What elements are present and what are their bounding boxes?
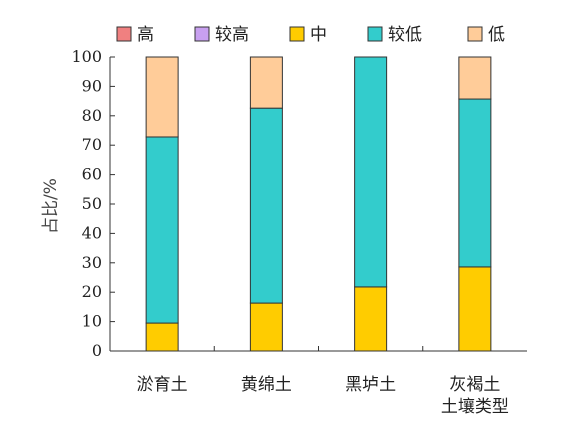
- legend-swatch-2: [289, 26, 305, 42]
- y-tick-label-10: 100: [71, 47, 102, 66]
- legend-swatch-0: [116, 26, 132, 42]
- legend-label-0: 高: [137, 25, 154, 45]
- legend-label-3: 较低: [388, 25, 422, 45]
- y-tick-label-7: 70: [82, 135, 102, 154]
- x-category-label-2: 黑垆土: [345, 375, 396, 395]
- x-category-label-1: 黄绵土: [241, 375, 292, 395]
- legend-label-1: 较高: [215, 25, 249, 45]
- legend-swatch-4: [467, 26, 483, 42]
- legend-label-2: 中: [310, 25, 327, 45]
- y-tick-label-1: 10: [82, 312, 102, 331]
- bar-segment-3-4: [458, 56, 492, 100]
- bar-segment-2-2: [354, 286, 388, 352]
- bar-segment-1-4: [249, 56, 283, 109]
- y-tick-label-6: 60: [82, 165, 102, 184]
- x-category-label-3-1: 土壤类型: [441, 396, 509, 417]
- bar-segment-0-2: [145, 322, 179, 352]
- x-category-label-0: 淤育土: [137, 375, 188, 395]
- bars: [145, 56, 492, 352]
- bar-segment-1-2: [249, 302, 283, 352]
- x-category-label-3: 灰褐土: [449, 375, 500, 395]
- legend-label-4: 低: [488, 25, 505, 45]
- bar-segment-2-3: [354, 56, 388, 288]
- bar-segment-1-3: [249, 107, 283, 304]
- legend-swatch-3: [367, 26, 383, 42]
- axes: [109, 56, 527, 352]
- legend-swatch-1: [194, 26, 210, 42]
- y-tick-label-3: 30: [82, 253, 102, 272]
- y-tick-label-8: 80: [82, 106, 102, 125]
- bar-segment-3-2: [458, 266, 492, 352]
- y-tick-label-4: 40: [82, 223, 102, 242]
- bar-segment-0-3: [145, 136, 179, 324]
- legend: 高 较高 中 较低 低: [116, 25, 505, 45]
- y-tick-label-2: 20: [82, 282, 102, 301]
- y-tick-label-0: 0: [92, 341, 102, 360]
- bar-segment-0-4: [145, 56, 179, 138]
- y-axis-title: 占比/%: [41, 178, 61, 234]
- bar-segment-3-3: [458, 98, 492, 268]
- y-tick-label-9: 90: [82, 76, 102, 95]
- y-tick-label-5: 50: [82, 194, 102, 213]
